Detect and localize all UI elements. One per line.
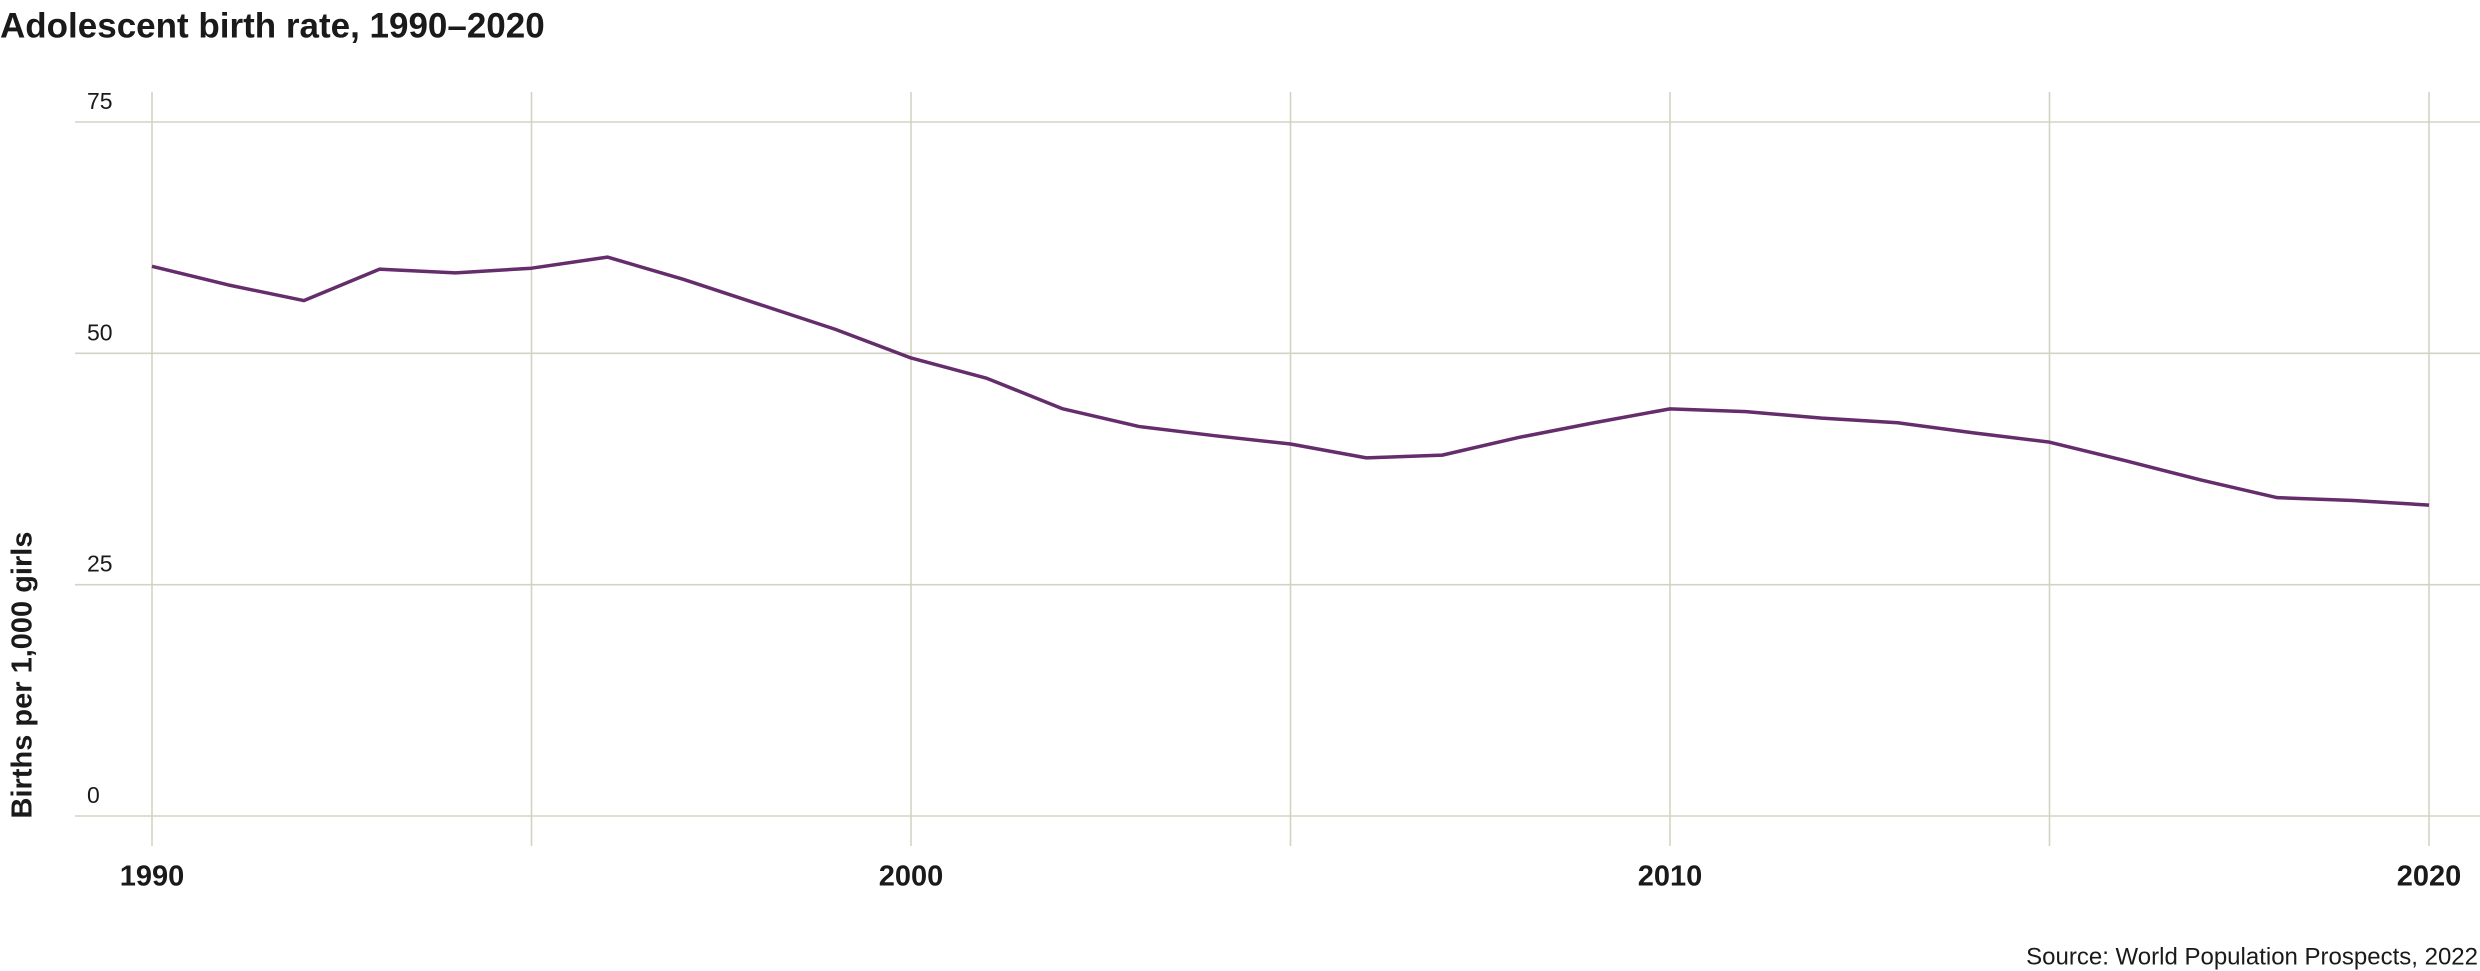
y-tick-label: 0 [87,782,100,808]
source-note: Source: World Population Prospects, 2022 [2026,943,2478,970]
y-tick-label: 75 [87,88,113,114]
x-tick-label: 2020 [2397,861,2462,893]
x-tick-label: 1990 [120,861,185,893]
y-axis-label: Births per 1,000 girls [7,532,39,819]
chart-title: Adolescent birth rate, 1990–2020 [0,6,545,45]
data-line [151,255,2430,507]
y-tick-label: 25 [87,551,113,577]
x-tick-label: 2010 [1638,861,1703,893]
x-tick-label: 2000 [879,861,944,893]
y-tick-label: 50 [87,319,113,345]
